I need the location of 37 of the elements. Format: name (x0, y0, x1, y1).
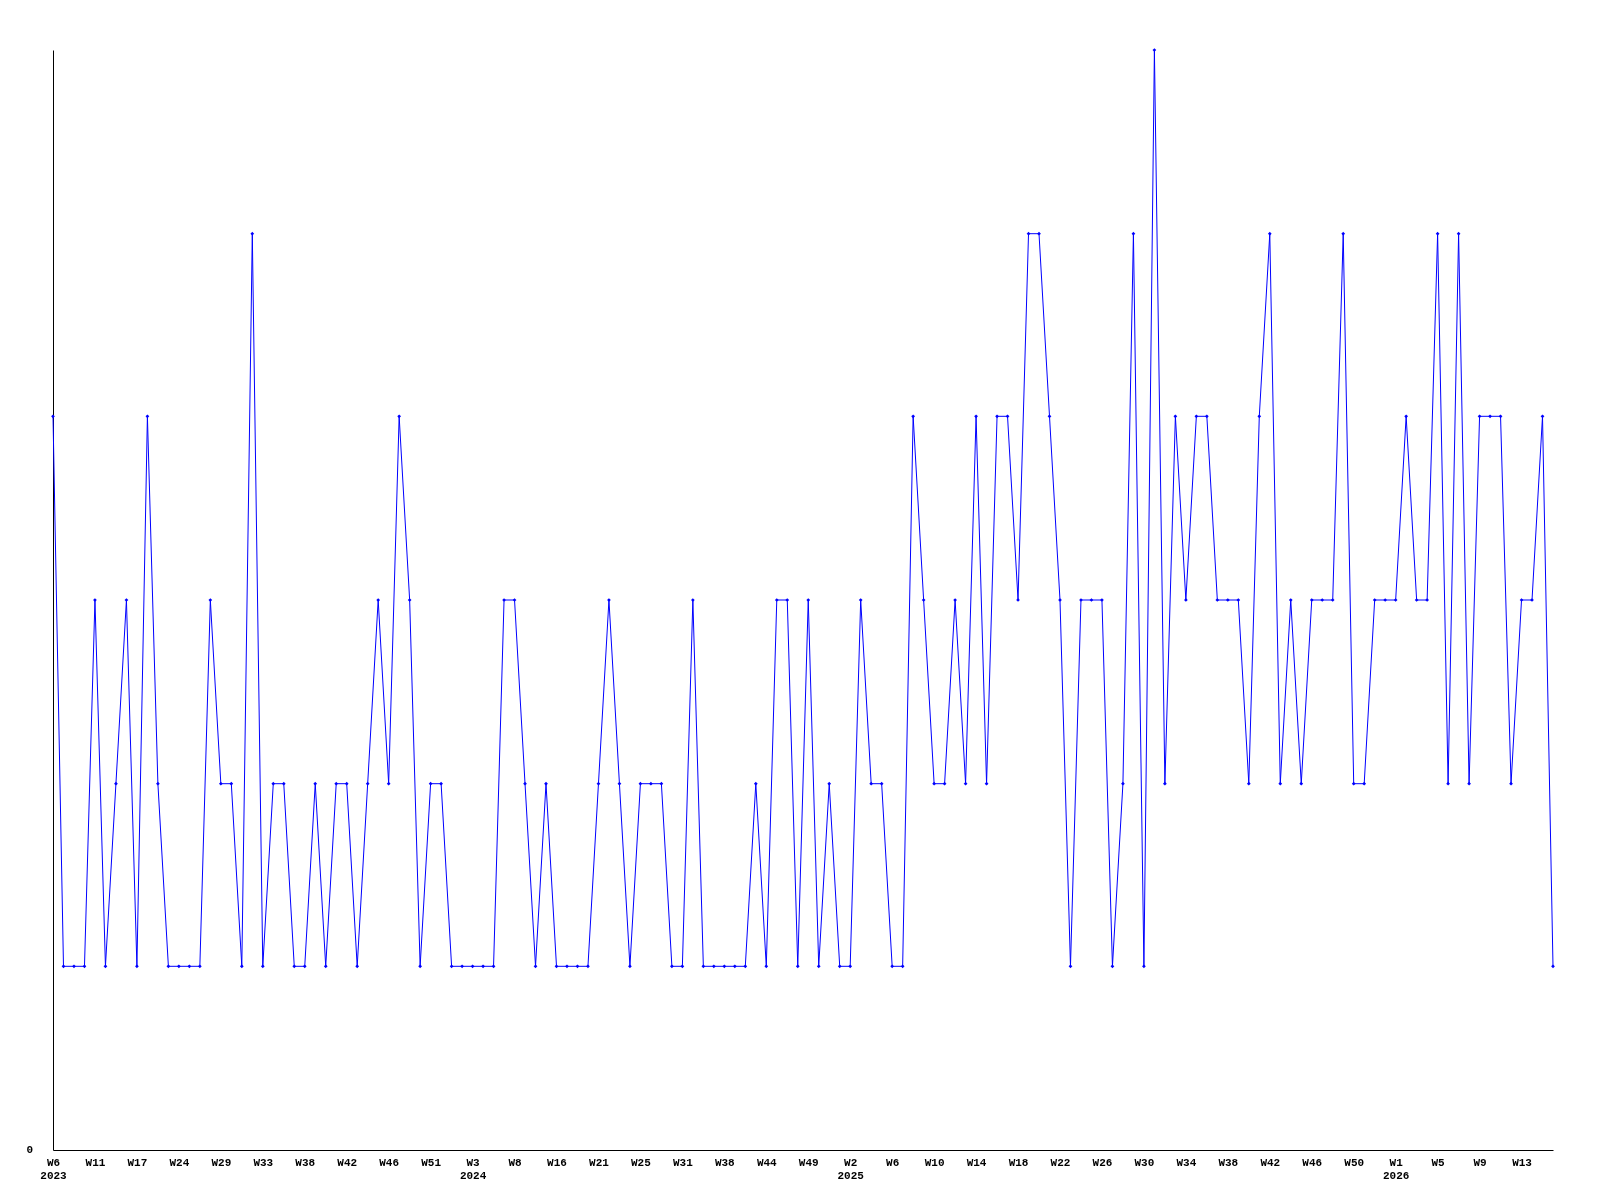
x-tick-label: W11 (85, 1156, 106, 1169)
x-tick-label: W49 (798, 1156, 819, 1169)
x-tick-label: W34 (1176, 1156, 1197, 1169)
x-tick-label: W5 (1431, 1156, 1446, 1169)
x-tick-label: W1 2026 (1382, 1156, 1410, 1182)
x-tick-label: W42 (1260, 1156, 1281, 1169)
x-tick-label: W6 2023 (40, 1156, 68, 1182)
x-tick-label: W44 (756, 1156, 778, 1169)
x-tick-label: W26 (1092, 1156, 1113, 1169)
x-tick-label: W25 (631, 1156, 652, 1169)
x-tick-label: W9 (1473, 1156, 1487, 1169)
x-tick-label: W24 (169, 1156, 190, 1169)
x-tick-label: W10 (924, 1156, 945, 1169)
x-tick-label: W13 (1512, 1156, 1533, 1169)
x-tick-label: W31 (672, 1156, 694, 1169)
x-tick-label: W21 (589, 1156, 610, 1169)
x-tick-label: W42 (337, 1156, 358, 1169)
x-tick-label: W46 (1302, 1156, 1323, 1169)
x-tick-label: W51 (421, 1156, 442, 1169)
x-tick-label: W8 (508, 1156, 523, 1169)
x-tick-label: W18 (1008, 1156, 1029, 1169)
x-tick-label: W16 (547, 1156, 567, 1169)
x-tick-label: W2 2025 (837, 1156, 865, 1182)
x-tick-label: W38 (1218, 1156, 1239, 1169)
text: 0 (26, 1144, 33, 1156)
x-tick-label: W22 (1050, 1156, 1071, 1169)
x-tick-label: W17 (127, 1156, 148, 1169)
x-tick-label: W38 (295, 1156, 316, 1169)
x-tick-label: W3 2024 (459, 1156, 487, 1182)
x-tick-label: W38 (714, 1156, 736, 1169)
x-tick-label: W46 (379, 1156, 400, 1169)
x-tick-label: W14 (966, 1156, 987, 1169)
x-tick-label: W29 (211, 1156, 232, 1169)
x-tick-label: W6 (886, 1156, 900, 1169)
x-tick-label: W30 (1134, 1156, 1155, 1169)
x-tick-label: W50 (1344, 1156, 1365, 1169)
x-tick-label: W33 (253, 1156, 274, 1169)
